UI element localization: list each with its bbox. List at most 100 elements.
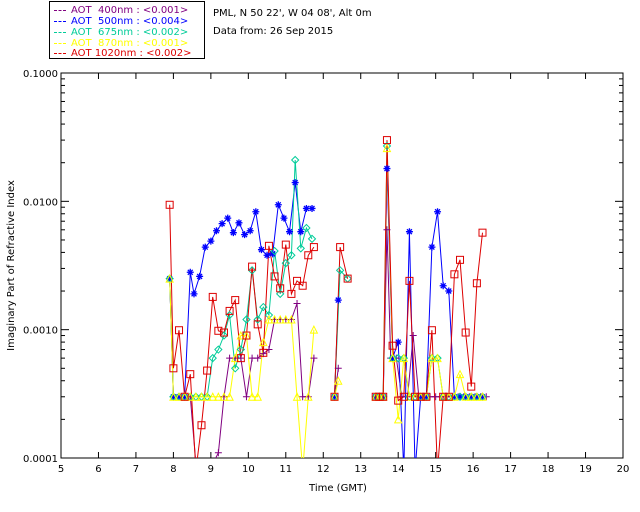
series-line xyxy=(169,278,315,458)
data-point xyxy=(334,364,342,372)
legend-swatch xyxy=(54,31,66,33)
x-tick-label: 12 xyxy=(317,464,330,475)
y-tick-label: 0.0100 xyxy=(23,197,58,208)
x-tick-label: 14 xyxy=(392,464,405,475)
data-point xyxy=(252,208,260,216)
data-point xyxy=(473,393,481,401)
legend-label: AOT 400nm : <0.001> xyxy=(71,5,189,16)
data-point xyxy=(219,328,228,337)
data-point xyxy=(247,392,257,401)
data-point xyxy=(383,165,391,173)
data-point xyxy=(186,370,195,379)
x-tick-label: 5 xyxy=(58,464,64,475)
data-point xyxy=(303,392,313,401)
data-point xyxy=(229,229,237,237)
x-tick-label: 7 xyxy=(133,464,139,475)
data-point xyxy=(304,251,313,260)
data-point xyxy=(231,296,240,305)
data-point xyxy=(270,272,279,281)
data-point xyxy=(242,315,251,324)
data-point xyxy=(388,341,397,350)
data-point xyxy=(439,282,447,290)
data-point xyxy=(478,392,487,401)
data-point xyxy=(253,315,262,324)
data-point xyxy=(382,143,392,153)
data-point xyxy=(214,392,223,401)
data-point xyxy=(389,354,397,362)
data-point xyxy=(433,353,442,363)
data-point xyxy=(166,275,174,283)
legend-label: AOT 675nm : <0.002> xyxy=(71,27,189,38)
data-point xyxy=(445,287,453,295)
data-point xyxy=(333,376,343,385)
data-point xyxy=(330,392,339,401)
data-point xyxy=(292,392,302,401)
data-point xyxy=(334,296,342,304)
x-tick-label: 10 xyxy=(242,464,255,475)
data-point xyxy=(309,243,318,252)
data-point xyxy=(263,251,271,259)
data-point xyxy=(405,276,414,285)
data-point xyxy=(247,266,257,275)
data-point xyxy=(281,314,291,324)
legend-swatch xyxy=(54,9,66,11)
data-point xyxy=(455,369,465,379)
series-line xyxy=(334,246,349,397)
data-point xyxy=(253,320,262,329)
data-point xyxy=(191,392,201,401)
series-markers xyxy=(165,143,487,424)
data-point xyxy=(444,392,453,401)
data-point xyxy=(275,314,285,324)
data-point xyxy=(169,393,177,401)
legend-swatch xyxy=(54,52,66,54)
x-tick-label: 11 xyxy=(279,464,292,475)
data-point xyxy=(307,234,317,244)
data-point xyxy=(382,136,391,145)
data-point xyxy=(254,354,262,362)
data-point xyxy=(297,228,305,236)
data-point xyxy=(190,290,198,298)
data-point xyxy=(224,214,232,222)
y-axis-label: Imaginary Part of Refractive Index xyxy=(6,180,17,351)
data-point xyxy=(169,364,178,373)
data-point xyxy=(259,348,268,357)
data-point xyxy=(248,262,257,271)
data-point xyxy=(269,250,277,258)
data-point xyxy=(461,328,470,337)
y-tick-label: 0.1000 xyxy=(23,69,58,80)
data-point xyxy=(399,353,409,363)
data-point xyxy=(478,228,487,237)
data-point xyxy=(287,314,296,324)
data-point xyxy=(434,208,442,216)
data-point xyxy=(242,331,251,340)
data-point xyxy=(450,393,458,401)
data-point xyxy=(298,281,307,290)
data-point xyxy=(290,155,300,165)
data-point xyxy=(235,219,243,227)
data-point xyxy=(479,393,486,401)
data-point xyxy=(242,393,250,401)
data-point xyxy=(259,302,268,312)
legend-item: AOT 870nm : <0.001> xyxy=(54,38,188,50)
data-point xyxy=(257,246,265,254)
data-point xyxy=(302,204,310,212)
data-point xyxy=(203,366,212,375)
data-point xyxy=(208,353,217,363)
data-point xyxy=(467,382,476,391)
legend-item: AOT 675nm : <0.002> xyxy=(54,27,188,39)
data-point xyxy=(275,289,285,299)
data-point xyxy=(287,289,296,298)
data-point xyxy=(237,354,245,362)
data-point xyxy=(214,326,223,335)
data-point xyxy=(208,292,217,301)
data-point xyxy=(310,354,318,362)
data-point xyxy=(393,353,403,363)
data-point xyxy=(462,393,470,401)
data-point xyxy=(411,392,420,401)
data-point xyxy=(220,393,228,401)
data-point xyxy=(309,325,319,334)
data-point xyxy=(343,274,352,283)
x-tick-label: 17 xyxy=(504,464,517,475)
data-point xyxy=(207,237,215,245)
data-point xyxy=(450,270,459,279)
